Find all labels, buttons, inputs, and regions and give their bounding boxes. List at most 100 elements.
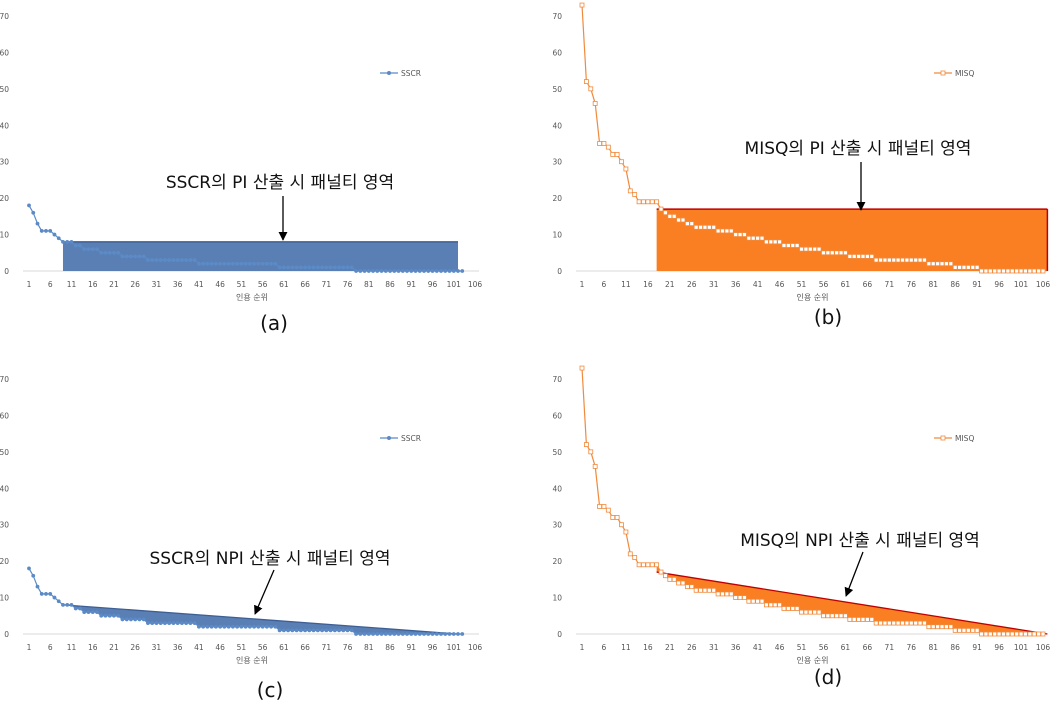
data-point <box>583 442 589 447</box>
data-point <box>383 632 388 636</box>
y-tick-label: 0 <box>557 630 562 639</box>
y-tick-label: 20 <box>552 194 562 203</box>
data-point <box>52 232 57 237</box>
x-tick-label: 76 <box>343 280 353 289</box>
data-point <box>307 265 312 270</box>
y-tick-label: 40 <box>552 121 562 130</box>
data-point <box>597 141 602 146</box>
data-point <box>1018 631 1024 637</box>
data-point <box>785 243 791 248</box>
data-point <box>917 620 923 626</box>
y-tick-label: 70 <box>0 12 9 21</box>
data-point <box>632 192 638 197</box>
data-point <box>281 265 286 270</box>
legend: SSCR <box>380 434 421 443</box>
data-point <box>247 624 252 629</box>
data-point <box>856 617 861 622</box>
data-point <box>188 258 193 262</box>
legend-marker <box>940 70 946 76</box>
data-point <box>834 613 840 619</box>
data-point <box>150 621 155 625</box>
data-point <box>35 584 40 589</box>
data-point <box>895 257 901 263</box>
data-point <box>417 632 422 636</box>
y-tick-label: 10 <box>0 231 9 240</box>
x-tick-label: 96 <box>428 643 438 652</box>
data-point <box>803 246 809 252</box>
y-tick-label: 70 <box>0 375 9 384</box>
x-tick-label: 66 <box>863 643 873 652</box>
data-point <box>750 235 756 241</box>
data-point <box>1036 268 1042 274</box>
data-point <box>439 632 443 636</box>
data-point <box>619 522 624 528</box>
data-point <box>891 257 897 263</box>
data-point <box>86 247 91 252</box>
data-point <box>1031 631 1037 637</box>
data-point <box>205 624 210 629</box>
data-point <box>908 620 914 626</box>
panel-label-d: (d) <box>814 665 842 689</box>
data-point <box>103 250 108 255</box>
data-point <box>392 269 397 273</box>
x-tick-label: 96 <box>428 280 438 289</box>
data-point <box>746 598 752 604</box>
data-point <box>281 628 286 633</box>
data-point <box>610 515 616 520</box>
data-point <box>922 257 927 263</box>
data-point <box>869 617 875 622</box>
data-point <box>184 258 189 262</box>
x-tick-label: 1 <box>27 643 32 652</box>
data-point <box>56 236 61 241</box>
data-point <box>141 254 146 259</box>
data-point <box>654 199 660 205</box>
x-tick-label: 106 <box>1036 643 1051 652</box>
data-point <box>294 628 299 633</box>
x-tick-label: 41 <box>194 280 204 289</box>
x-tick-label: 11 <box>621 280 631 289</box>
x-tick-label: 86 <box>385 280 395 289</box>
data-point <box>974 627 980 633</box>
data-point <box>658 569 664 575</box>
data-point <box>864 617 870 622</box>
x-axis-title: 인용 순위 <box>236 292 268 302</box>
data-point <box>742 595 747 600</box>
data-point <box>724 228 730 234</box>
data-point <box>73 243 78 248</box>
x-tick-label: 11 <box>67 280 77 289</box>
x-tick-label: 51 <box>797 280 807 289</box>
data-point <box>992 268 998 274</box>
x-tick-label: 101 <box>447 643 462 652</box>
data-point <box>939 624 945 630</box>
data-point <box>396 632 401 636</box>
data-point <box>213 261 218 266</box>
data-point <box>243 261 248 266</box>
data-point <box>807 609 813 615</box>
legend-marker <box>387 436 391 440</box>
data-point <box>137 254 142 259</box>
data-point <box>324 628 329 633</box>
data-point <box>636 199 642 205</box>
data-point <box>371 269 375 273</box>
data-point <box>698 224 703 230</box>
x-tick-label: 51 <box>237 643 247 652</box>
annotation-text: SSCR의 NPI 산출 시 패널티 영역 <box>149 549 390 569</box>
data-point <box>702 224 708 230</box>
data-point <box>120 254 125 259</box>
x-tick-label: 101 <box>447 280 462 289</box>
data-point <box>366 269 371 273</box>
data-point <box>366 632 371 636</box>
data-point <box>579 2 585 8</box>
data-point <box>860 617 866 622</box>
data-point <box>447 269 452 273</box>
x-tick-label: 81 <box>364 280 374 289</box>
data-point <box>239 624 244 629</box>
penalty-boundary-line <box>62 604 459 635</box>
data-point <box>345 265 350 270</box>
data-point <box>970 264 976 270</box>
data-point <box>290 265 295 270</box>
data-point <box>61 239 65 244</box>
data-point <box>413 632 418 636</box>
data-point <box>684 221 690 227</box>
